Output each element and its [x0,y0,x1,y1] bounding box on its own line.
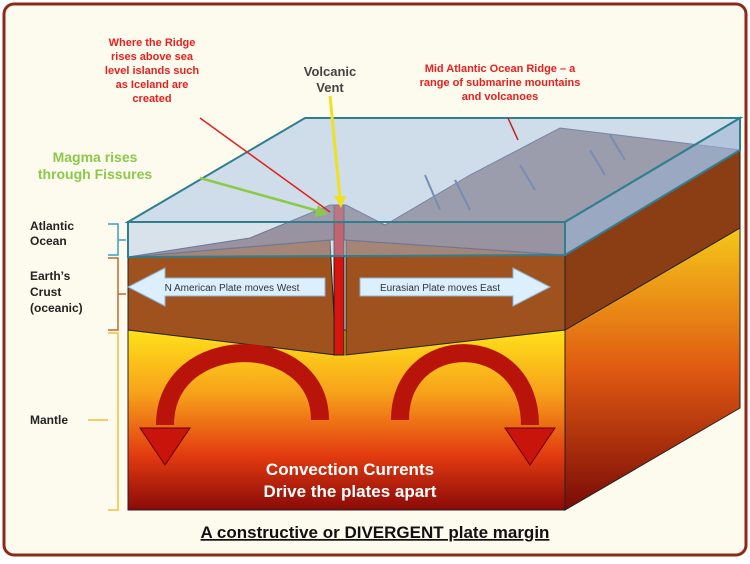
text-line: Ocean [30,234,67,248]
text-line: Drive the plates apart [264,482,437,501]
text-line: Earth’s [30,269,71,283]
text-line: and volcanoes [462,91,538,103]
title: A constructive or DIVERGENT plate margin [201,523,550,542]
mantle-label: Mantle [30,413,68,427]
text-line: rises above sea [111,51,194,63]
text-line: Where the Ridge [109,37,196,49]
text-line: Crust [30,285,61,299]
east-label: Eurasian Plate moves East [380,283,500,294]
text-line: Magma rises [53,149,138,165]
west-label: N American Plate moves West [165,283,300,294]
ocean-front [128,222,565,257]
text-line: created [132,93,171,105]
text-line: through Fissures [38,166,153,182]
text-line: Volcanic [304,64,357,79]
text-line: Mid Atlantic Ocean Ridge – a [425,63,576,75]
text-line: Vent [316,80,344,95]
text-line: as Iceland are [116,79,189,91]
text-line: (oceanic) [30,301,83,315]
diagram: N American Plate moves West Eurasian Pla… [0,0,750,559]
text-line: Atlantic [30,219,74,233]
text-line: Convection Currents [266,460,434,479]
text-line: range of submarine mountains [420,77,581,89]
text-line: level islands such [105,65,199,77]
